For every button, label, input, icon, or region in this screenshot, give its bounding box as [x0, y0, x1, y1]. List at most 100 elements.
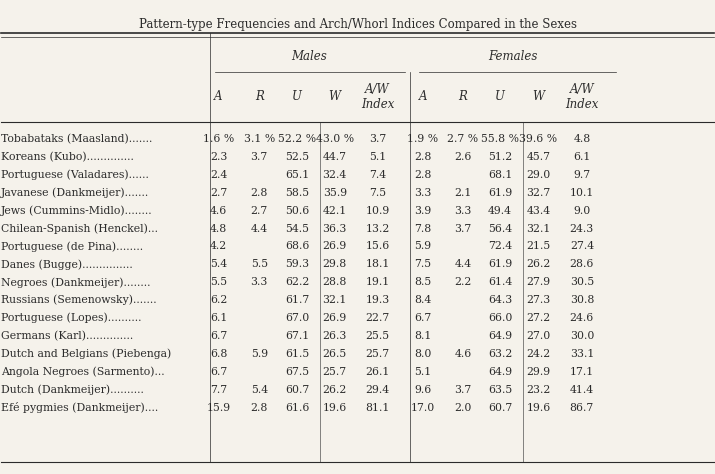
Text: W: W	[329, 90, 341, 103]
Text: 6.7: 6.7	[210, 331, 227, 341]
Text: 13.2: 13.2	[365, 224, 390, 234]
Text: 63.2: 63.2	[488, 349, 512, 359]
Text: 26.5: 26.5	[322, 349, 347, 359]
Text: 61.7: 61.7	[285, 295, 309, 305]
Text: W: W	[533, 90, 544, 103]
Text: Females: Females	[488, 51, 538, 64]
Text: Javanese (Dankmeijer).......: Javanese (Dankmeijer).......	[1, 187, 149, 198]
Text: 4.4: 4.4	[454, 259, 471, 269]
Text: 3.7: 3.7	[454, 385, 471, 395]
Text: 27.4: 27.4	[570, 241, 594, 251]
Text: 27.2: 27.2	[526, 313, 551, 323]
Text: 26.2: 26.2	[526, 259, 551, 269]
Text: Danes (Bugge)...............: Danes (Bugge)...............	[1, 259, 133, 270]
Text: 5.9: 5.9	[251, 349, 268, 359]
Text: 62.2: 62.2	[285, 277, 309, 287]
Text: 25.7: 25.7	[322, 367, 347, 377]
Text: 52.2 %: 52.2 %	[278, 134, 316, 144]
Text: 43.4: 43.4	[526, 206, 551, 216]
Text: 26.2: 26.2	[322, 385, 347, 395]
Text: 2.4: 2.4	[210, 170, 227, 180]
Text: 35.9: 35.9	[322, 188, 347, 198]
Text: 60.7: 60.7	[285, 385, 309, 395]
Text: 17.1: 17.1	[570, 367, 594, 377]
Text: 7.4: 7.4	[369, 170, 386, 180]
Text: 9.0: 9.0	[573, 206, 591, 216]
Text: 41.4: 41.4	[570, 385, 594, 395]
Text: 7.8: 7.8	[415, 224, 432, 234]
Text: 2.3: 2.3	[210, 152, 227, 162]
Text: Efé pygmies (Dankmeijer)....: Efé pygmies (Dankmeijer)....	[1, 402, 159, 413]
Text: 39.6 %: 39.6 %	[519, 134, 558, 144]
Text: 51.2: 51.2	[488, 152, 512, 162]
Text: 65.1: 65.1	[285, 170, 309, 180]
Text: Jews (Cummins-Midlo)........: Jews (Cummins-Midlo)........	[1, 205, 153, 216]
Text: 32.1: 32.1	[526, 224, 551, 234]
Text: U: U	[495, 90, 505, 103]
Text: 7.7: 7.7	[210, 385, 227, 395]
Text: Portuguese (de Pina)........: Portuguese (de Pina)........	[1, 241, 144, 252]
Text: 50.6: 50.6	[285, 206, 309, 216]
Text: 4.8: 4.8	[210, 224, 227, 234]
Text: 24.6: 24.6	[570, 313, 594, 323]
Text: 23.2: 23.2	[526, 385, 551, 395]
Text: Angola Negroes (Sarmento)...: Angola Negroes (Sarmento)...	[1, 366, 165, 377]
Text: 4.8: 4.8	[573, 134, 591, 144]
Text: 26.9: 26.9	[322, 241, 347, 251]
Text: 1.6 %: 1.6 %	[203, 134, 235, 144]
Text: 32.1: 32.1	[322, 295, 347, 305]
Text: 61.4: 61.4	[488, 277, 512, 287]
Text: 4.6: 4.6	[454, 349, 471, 359]
Text: 66.0: 66.0	[488, 313, 512, 323]
Text: 5.1: 5.1	[369, 152, 386, 162]
Text: 15.6: 15.6	[365, 241, 390, 251]
Text: 45.7: 45.7	[526, 152, 551, 162]
Text: 29.0: 29.0	[526, 170, 551, 180]
Text: 64.3: 64.3	[488, 295, 512, 305]
Text: R: R	[255, 90, 264, 103]
Text: 64.9: 64.9	[488, 331, 512, 341]
Text: Negroes (Dankmeijer)........: Negroes (Dankmeijer)........	[1, 277, 151, 288]
Text: 5.1: 5.1	[415, 367, 432, 377]
Text: 2.8: 2.8	[250, 402, 268, 412]
Text: 15.9: 15.9	[207, 402, 231, 412]
Text: 8.5: 8.5	[415, 277, 432, 287]
Text: A: A	[214, 90, 223, 103]
Text: 67.0: 67.0	[285, 313, 309, 323]
Text: 52.5: 52.5	[285, 152, 309, 162]
Text: 5.9: 5.9	[415, 241, 432, 251]
Text: 86.7: 86.7	[570, 402, 594, 412]
Text: 55.8 %: 55.8 %	[481, 134, 519, 144]
Text: 27.9: 27.9	[526, 277, 551, 287]
Text: 59.3: 59.3	[285, 259, 309, 269]
Text: 3.7: 3.7	[250, 152, 268, 162]
Text: 6.1: 6.1	[573, 152, 591, 162]
Text: 2.7: 2.7	[250, 206, 268, 216]
Text: 19.6: 19.6	[322, 402, 347, 412]
Text: 42.1: 42.1	[322, 206, 347, 216]
Text: 81.1: 81.1	[365, 402, 390, 412]
Text: 8.4: 8.4	[415, 295, 432, 305]
Text: 8.1: 8.1	[414, 331, 432, 341]
Text: 1.9 %: 1.9 %	[408, 134, 438, 144]
Text: Koreans (Kubo)..............: Koreans (Kubo)..............	[1, 152, 134, 162]
Text: 61.9: 61.9	[488, 188, 512, 198]
Text: A: A	[419, 90, 428, 103]
Text: 6.7: 6.7	[210, 367, 227, 377]
Text: 2.8: 2.8	[414, 170, 432, 180]
Text: 24.2: 24.2	[526, 349, 551, 359]
Text: 29.8: 29.8	[322, 259, 347, 269]
Text: 30.0: 30.0	[570, 331, 594, 341]
Text: 3.3: 3.3	[454, 206, 472, 216]
Text: Russians (Semenowsky).......: Russians (Semenowsky).......	[1, 295, 157, 305]
Text: 2.1: 2.1	[454, 188, 472, 198]
Text: 2.8: 2.8	[414, 152, 432, 162]
Text: 3.7: 3.7	[369, 134, 386, 144]
Text: 36.3: 36.3	[322, 224, 347, 234]
Text: 19.6: 19.6	[526, 402, 551, 412]
Text: 58.5: 58.5	[285, 188, 309, 198]
Text: 6.2: 6.2	[210, 295, 227, 305]
Text: 67.1: 67.1	[285, 331, 309, 341]
Text: 22.7: 22.7	[365, 313, 390, 323]
Text: Pattern-type Frequencies and Arch/Whorl Indices Compared in the Sexes: Pattern-type Frequencies and Arch/Whorl …	[139, 18, 576, 31]
